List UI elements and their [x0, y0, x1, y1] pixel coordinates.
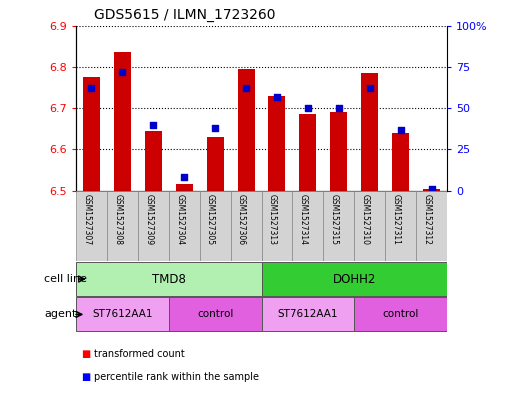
Text: TMD8: TMD8 — [152, 272, 186, 286]
Bar — [168, 298, 262, 331]
Text: cell line: cell line — [44, 274, 87, 284]
Text: GSM1527313: GSM1527313 — [268, 194, 277, 245]
Point — [396, 127, 405, 133]
Bar — [355, 191, 385, 261]
Bar — [76, 262, 262, 296]
Text: percentile rank within the sample: percentile rank within the sample — [94, 372, 259, 382]
Text: GSM1527308: GSM1527308 — [113, 194, 122, 245]
Text: GSM1527305: GSM1527305 — [206, 194, 215, 245]
Bar — [200, 191, 231, 261]
Text: GSM1527310: GSM1527310 — [361, 194, 370, 245]
Text: GSM1527304: GSM1527304 — [175, 194, 184, 245]
Text: GSM1527314: GSM1527314 — [299, 194, 308, 245]
Text: GSM1527306: GSM1527306 — [237, 194, 246, 245]
Text: agent: agent — [44, 309, 77, 320]
Bar — [113, 52, 131, 191]
Text: transformed count: transformed count — [94, 349, 185, 359]
Point — [304, 105, 312, 111]
Point — [427, 186, 436, 192]
Bar — [107, 191, 138, 261]
Bar — [207, 137, 224, 191]
Bar — [292, 191, 323, 261]
Bar — [168, 191, 200, 261]
Point — [273, 94, 281, 100]
Bar — [83, 77, 100, 191]
Bar — [262, 298, 355, 331]
Bar — [262, 262, 447, 296]
Point — [149, 121, 157, 128]
Text: ST7612AA1: ST7612AA1 — [278, 309, 338, 320]
Bar — [385, 191, 416, 261]
Bar — [361, 73, 378, 191]
Bar — [262, 191, 292, 261]
Point — [180, 174, 188, 180]
Point — [366, 85, 374, 92]
Point — [118, 69, 127, 75]
Text: GSM1527309: GSM1527309 — [144, 194, 153, 245]
Text: GSM1527311: GSM1527311 — [392, 194, 401, 245]
Bar — [392, 133, 410, 191]
Point — [335, 105, 343, 111]
Bar — [416, 191, 447, 261]
Text: GSM1527315: GSM1527315 — [330, 194, 339, 245]
Bar — [237, 69, 255, 191]
Bar — [331, 112, 347, 191]
Text: ■: ■ — [81, 349, 90, 359]
Text: DOHH2: DOHH2 — [333, 272, 376, 286]
Text: GDS5615 / ILMN_1723260: GDS5615 / ILMN_1723260 — [94, 8, 276, 22]
Bar — [76, 298, 168, 331]
Text: control: control — [382, 309, 419, 320]
Bar — [299, 114, 316, 191]
Bar — [268, 95, 286, 191]
Point — [211, 125, 219, 131]
Bar — [355, 298, 447, 331]
Bar — [76, 191, 107, 261]
Point — [242, 85, 250, 92]
Text: GSM1527312: GSM1527312 — [423, 194, 431, 245]
Text: ST7612AA1: ST7612AA1 — [92, 309, 153, 320]
Text: GSM1527307: GSM1527307 — [82, 194, 92, 245]
Text: control: control — [197, 309, 233, 320]
Bar — [423, 189, 440, 191]
Bar — [176, 184, 192, 191]
Point — [87, 85, 96, 92]
Text: ■: ■ — [81, 372, 90, 382]
Bar — [145, 131, 162, 191]
Bar — [138, 191, 168, 261]
Bar — [231, 191, 262, 261]
Bar — [323, 191, 355, 261]
